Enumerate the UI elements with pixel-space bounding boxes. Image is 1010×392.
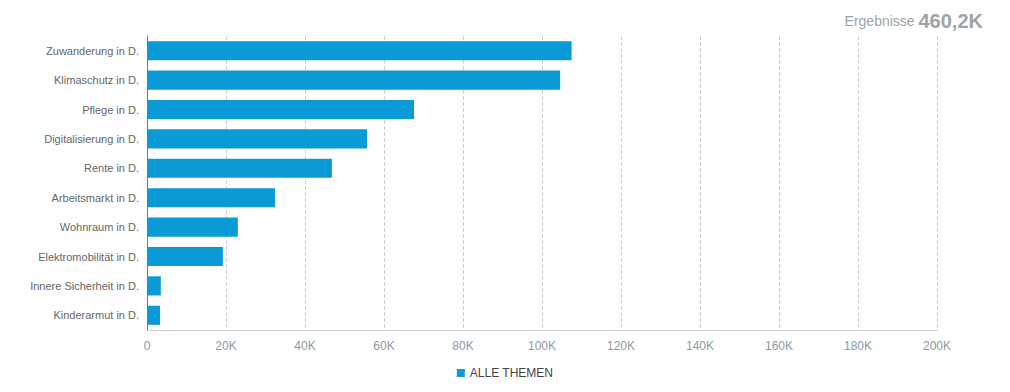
svg-text:0: 0 bbox=[144, 339, 151, 353]
svg-text:80K: 80K bbox=[452, 339, 473, 353]
svg-text:60K: 60K bbox=[373, 339, 394, 353]
svg-text:200K: 200K bbox=[923, 339, 951, 353]
svg-text:Pflege in D.: Pflege in D. bbox=[82, 104, 139, 116]
svg-text:180K: 180K bbox=[844, 339, 872, 353]
svg-text:Rente in D.: Rente in D. bbox=[84, 162, 139, 174]
svg-text:140K: 140K bbox=[686, 339, 714, 353]
svg-text:Wohnraum in D.: Wohnraum in D. bbox=[60, 221, 139, 233]
svg-text:Kinderarmut in D.: Kinderarmut in D. bbox=[53, 309, 139, 321]
svg-text:Digitalisierung in D.: Digitalisierung in D. bbox=[44, 133, 139, 145]
svg-text:ALLE THEMEN: ALLE THEMEN bbox=[470, 366, 553, 380]
svg-text:Arbeitsmarkt in D.: Arbeitsmarkt in D. bbox=[52, 192, 139, 204]
svg-text:460,2K: 460,2K bbox=[919, 10, 984, 32]
svg-text:Innere Sicherheit in D.: Innere Sicherheit in D. bbox=[30, 280, 139, 292]
svg-text:120K: 120K bbox=[607, 339, 635, 353]
svg-text:Ergebnisse: Ergebnisse bbox=[845, 13, 919, 29]
svg-text:Klimaschutz in D.: Klimaschutz in D. bbox=[54, 74, 139, 86]
svg-text:160K: 160K bbox=[765, 339, 793, 353]
svg-text:Zuwanderung in D.: Zuwanderung in D. bbox=[46, 45, 139, 57]
svg-text:100K: 100K bbox=[528, 339, 556, 353]
svg-text:Elektromobilität in D.: Elektromobilität in D. bbox=[38, 251, 139, 263]
svg-text:20K: 20K bbox=[215, 339, 236, 353]
svg-text:40K: 40K bbox=[294, 339, 315, 353]
